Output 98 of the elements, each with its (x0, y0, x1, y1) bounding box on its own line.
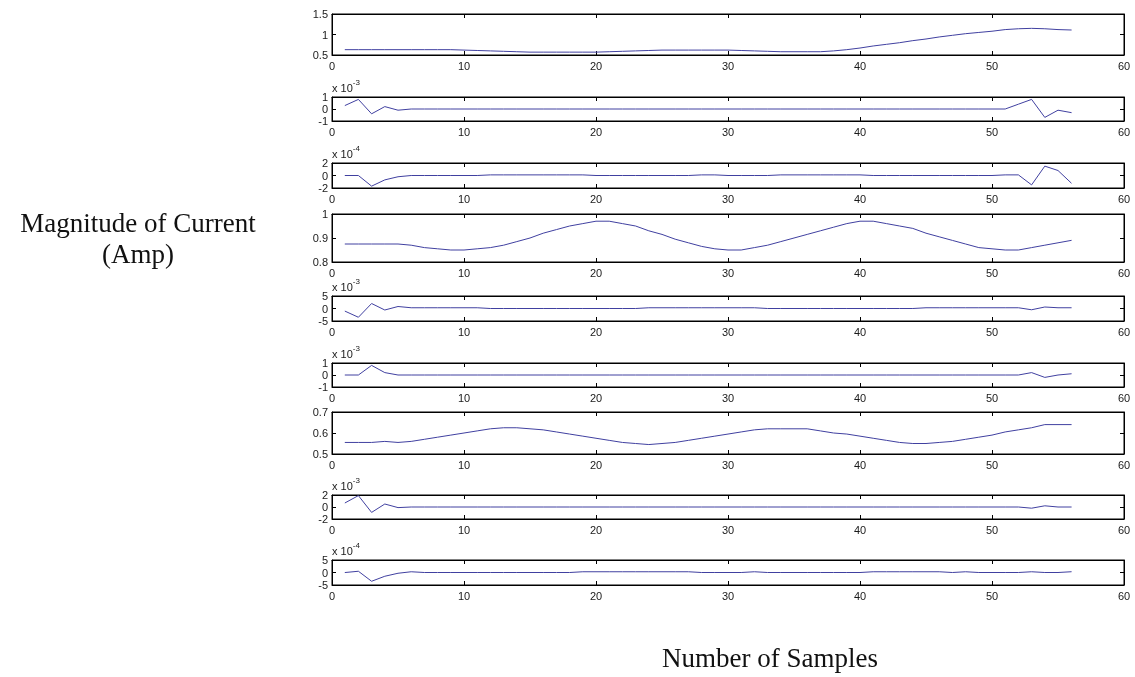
x-tick-label: 20 (589, 266, 603, 279)
x-tick-label: 40 (853, 192, 867, 205)
line-series (344, 165, 1072, 187)
x-tick-label: 60 (1117, 266, 1131, 279)
x-tick-label: 10 (457, 458, 471, 471)
x-tick-label: 10 (457, 391, 471, 404)
y-tick-label: 0 (321, 566, 328, 579)
y-tick-label: -1 (318, 115, 328, 127)
x-tick-label: 30 (721, 266, 735, 279)
x-tick-label: 60 (1117, 192, 1131, 205)
x-tick-label: 20 (589, 192, 603, 205)
x-tick-label: 30 (721, 125, 735, 138)
y-tick-label: 0 (321, 369, 328, 381)
y-tick-label: -2 (318, 513, 328, 525)
text: x 10$^{-3}$ (332, 78, 360, 95)
x-tick-label: 10 (457, 523, 471, 536)
x-tick-label: 60 (1117, 589, 1131, 602)
x-tick-label: 50 (985, 589, 999, 602)
x-tick-label: 50 (985, 523, 999, 536)
y-tick-label: 0.5 (312, 448, 328, 460)
x-tick-label: 60 (1117, 125, 1131, 138)
y-tick-label: 1 (321, 28, 328, 41)
y-tick-label: 5 (321, 290, 328, 302)
x-tick-label: 40 (853, 125, 867, 138)
y-tick-label: 1 (321, 357, 328, 369)
line-series (344, 98, 1072, 118)
x-tick-label: 20 (589, 125, 603, 138)
line-series (344, 220, 1072, 251)
text: x 10$^{-3}$ (332, 277, 360, 294)
x-tick-label: 50 (985, 59, 999, 72)
x-axis-title: Number of Samples (662, 642, 878, 673)
x-tick-label: 50 (985, 125, 999, 138)
x-tick-label: 10 (457, 125, 471, 138)
x-tick-label: 30 (721, 391, 735, 404)
line-series (344, 495, 1072, 513)
text: x 10$^{-3}$ (332, 344, 360, 361)
x-tick-label: 30 (721, 589, 735, 602)
x-tick-label: 50 (985, 325, 999, 338)
x-tick-label: 60 (1117, 59, 1131, 72)
x-tick-label: 40 (853, 523, 867, 536)
line-series (344, 364, 1072, 378)
x-tick-label: 10 (457, 325, 471, 338)
x-tick-label: 10 (457, 266, 471, 279)
x-tick-label: 30 (721, 523, 735, 536)
x-tick-label: 40 (853, 458, 867, 471)
line-series (344, 424, 1072, 446)
text: x 10$^{-3}$ (332, 476, 360, 493)
x-tick-label: 10 (457, 589, 471, 602)
y-tick-label: 0 (321, 501, 328, 513)
y-tick-label: 0 (321, 103, 328, 115)
x-tick-label: 10 (457, 59, 471, 72)
x-tick-label: 20 (589, 59, 603, 72)
y-tick-label: 1 (321, 91, 328, 103)
text: x 10$^{-4}$ (332, 144, 360, 161)
y-tick-label: 0.7 (312, 406, 328, 418)
y-tick-label: 0.8 (312, 256, 328, 268)
y-tick-label: 0.6 (312, 427, 328, 439)
y-tick-label: 0 (321, 169, 328, 182)
x-tick-label: 40 (853, 266, 867, 279)
x-tick-label: 20 (589, 523, 603, 536)
y-tick-label: 0.5 (312, 49, 328, 61)
x-tick-label: 50 (985, 391, 999, 404)
x-tick-label: 40 (853, 589, 867, 602)
y-tick-label: -1 (318, 381, 328, 393)
x-tick-label: 60 (1117, 523, 1131, 536)
x-tick-label: 50 (985, 266, 999, 279)
x-tick-label: 40 (853, 391, 867, 404)
line-series (344, 303, 1072, 318)
y-tick-label: 2 (321, 489, 328, 501)
x-tick-label: 30 (721, 325, 735, 338)
y-tick-label: 0 (321, 302, 328, 315)
y-tick-label: 2 (321, 157, 328, 169)
x-tick-label: 20 (589, 458, 603, 471)
x-tick-label: 20 (589, 325, 603, 338)
line-series (344, 570, 1072, 582)
y-tick-label: 1 (321, 208, 328, 220)
x-tick-label: 60 (1117, 458, 1131, 471)
x-tick-label: 60 (1117, 325, 1131, 338)
y-tick-label: -2 (318, 182, 328, 194)
y-tick-label: -5 (318, 579, 328, 591)
x-tick-label: 20 (589, 391, 603, 404)
x-tick-label: 40 (853, 59, 867, 72)
x-tick-label: 60 (1117, 391, 1131, 404)
x-tick-label: 30 (721, 59, 735, 72)
text: x 10$^{-4}$ (332, 541, 360, 558)
y-axis-title: Magnitude of Current (Amp) (20, 207, 257, 269)
x-tick-label: 50 (985, 458, 999, 471)
x-tick-label: 30 (721, 192, 735, 205)
x-tick-label: 10 (457, 192, 471, 205)
y-tick-label: -5 (318, 315, 328, 327)
line-series (344, 27, 1072, 53)
x-tick-label: 20 (589, 589, 603, 602)
x-tick-label: 50 (985, 192, 999, 205)
y-tick-label: 1.5 (312, 8, 328, 20)
y-tick-label: 0.9 (312, 232, 328, 244)
y-tick-label: 5 (321, 554, 328, 566)
x-tick-label: 40 (853, 325, 867, 338)
x-tick-label: 30 (721, 458, 735, 471)
